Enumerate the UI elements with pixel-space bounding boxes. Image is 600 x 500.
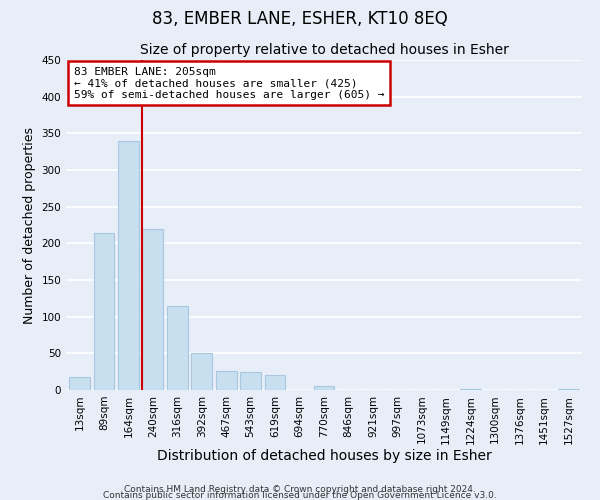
Bar (118, 140, 139, 390)
Bar (94, 233, 114, 390)
Text: Contains public sector information licensed under the Open Government Licence v3: Contains public sector information licen… (103, 490, 497, 500)
Y-axis label: Number of detached properties: Number of detached properties (23, 126, 36, 324)
Bar (142, 228, 163, 390)
Text: Contains HM Land Registry data © Crown copyright and database right 2024.: Contains HM Land Registry data © Crown c… (124, 484, 476, 494)
Bar (314, 386, 334, 390)
Bar (167, 306, 188, 390)
Bar (240, 372, 261, 390)
Text: 83 EMBER LANE: 205sqm
← 41% of detached houses are smaller (425)
59% of semi-det: 83 EMBER LANE: 205sqm ← 41% of detached … (74, 66, 384, 100)
Bar (265, 376, 286, 390)
Bar (460, 388, 481, 390)
Bar (216, 371, 236, 390)
Bar (191, 354, 212, 390)
X-axis label: Distribution of detached houses by size in Esher: Distribution of detached houses by size … (157, 449, 491, 463)
Text: 83, EMBER LANE, ESHER, KT10 8EQ: 83, EMBER LANE, ESHER, KT10 8EQ (152, 10, 448, 28)
Bar (69, 377, 90, 390)
Title: Size of property relative to detached houses in Esher: Size of property relative to detached ho… (140, 44, 508, 58)
